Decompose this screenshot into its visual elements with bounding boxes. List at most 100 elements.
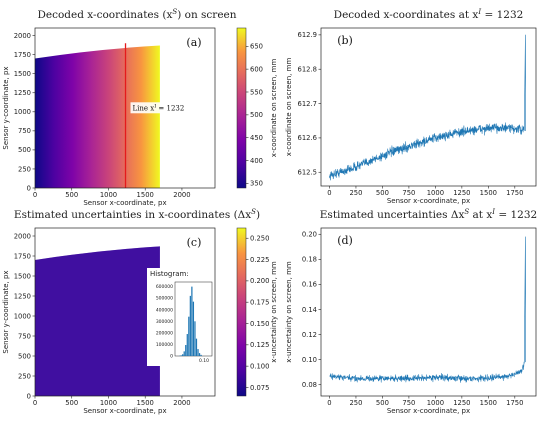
inset-xtick-label: 0.10 — [199, 358, 209, 364]
x-tick-label-d: 1500 — [480, 399, 497, 407]
x-tick-label-d: 0 — [327, 399, 331, 407]
colorbar-tick-label-c: 0.125 — [250, 341, 269, 349]
chart-title-d-part: Estimated uncertainties Δx — [320, 209, 465, 221]
marker-label-box — [130, 102, 183, 114]
inset-ytick-label: 300000 — [156, 319, 173, 325]
y-tick-label-b: 612.9 — [298, 31, 317, 39]
plot-frame-b — [320, 27, 537, 187]
inset-histogram-bar — [182, 354, 184, 356]
inset-ytick-label: 600000 — [156, 284, 173, 290]
series-line-d — [329, 236, 526, 383]
y-tick-label-d: 0.18 — [302, 256, 317, 264]
x-tick-label-c: 1500 — [137, 399, 154, 407]
plot-frame-d — [320, 227, 537, 397]
colorbar-tick-label-a: 350 — [250, 180, 263, 188]
x-axis-label-c: Sensor x-coordinate, px — [83, 407, 166, 415]
chart-title-d-part: S — [464, 208, 469, 216]
inset-histogram-bar — [189, 295, 191, 356]
y-tick-label-d: 0.08 — [302, 381, 317, 389]
chart-title-d-part: at x — [469, 209, 492, 221]
chart-title-b-part: Decoded x-coordinates at x — [334, 9, 479, 21]
x-tick-label-d: 750 — [402, 399, 415, 407]
x-tick-label-c: 500 — [65, 399, 78, 407]
chart-title-a-part: Decoded x-coordinates (x — [37, 9, 172, 21]
chart-title-d-part: I — [491, 208, 495, 216]
y-tick-label-a: 1000 — [14, 108, 31, 116]
y-tick-label-c: 250 — [18, 372, 31, 380]
colorbar-tick-label-a: 500 — [250, 111, 263, 119]
y-tick-label-d: 0.16 — [302, 281, 317, 289]
x-axis-label-d: Sensor x-coordinate, px — [387, 407, 470, 415]
chart-title-a-part: ) on screen — [177, 9, 237, 21]
y-tick-label-a: 2000 — [14, 32, 31, 40]
x-tick-label-b: 0 — [327, 189, 331, 197]
inset-ytick-label: 100000 — [156, 342, 173, 348]
inset-histogram-bar — [192, 301, 195, 356]
inset-histogram-bar — [185, 345, 187, 356]
plot-frame-c — [34, 227, 216, 397]
colorbar-tick-label-c: 0.225 — [250, 256, 269, 264]
x-tick-label-a: 1500 — [137, 191, 154, 199]
x-tick-label-b: 1000 — [427, 189, 444, 197]
inset-histogram-bar — [183, 351, 185, 356]
inset-ytick-label: 500000 — [156, 296, 173, 302]
y-tick-label-c: 0 — [27, 392, 31, 400]
heatmap-region-c — [35, 246, 160, 396]
colorbar-tick-label-c: 0.250 — [250, 235, 269, 243]
y-tick-label-c: 1250 — [14, 292, 31, 300]
chart-title-d-part: = 1232 — [495, 209, 537, 221]
colorbar-tick-label-c: 0.200 — [250, 277, 269, 285]
panel-label-c: (c) — [187, 236, 202, 249]
x-axis-label-a: Sensor x-coordinate, px — [83, 199, 166, 207]
plot-frame-a — [34, 27, 216, 189]
x-tick-label-c: 1000 — [100, 399, 117, 407]
inset-histogram-bar — [188, 316, 190, 356]
y-tick-label-b: 612.7 — [298, 100, 317, 108]
inset-histogram-bar — [200, 354, 202, 356]
colorbar-tick-label-c: 0.175 — [250, 298, 269, 306]
y-tick-label-b: 612.5 — [298, 169, 317, 177]
colorbar-tick-label-a: 550 — [250, 88, 263, 96]
inset-histogram-bar — [180, 355, 182, 356]
marker-label-part: = 1232 — [156, 104, 184, 112]
heatmap-texture-c — [35, 246, 160, 396]
y-tick-label-a: 1500 — [14, 70, 31, 78]
panel-label-a: (a) — [186, 36, 201, 49]
heatmap-region-a — [35, 45, 160, 189]
marker-label-part: Line x — [133, 104, 155, 112]
colorbar-tick-label-a: 600 — [250, 65, 263, 73]
chart-title-b-part: = 1232 — [481, 9, 523, 21]
colorbar-tick-label-a: 450 — [250, 134, 263, 142]
inset-background — [147, 268, 218, 366]
y-axis-label-c: Sensor y-coordinate, px — [2, 270, 10, 353]
x-tick-label-d: 1000 — [427, 399, 444, 407]
x-tick-label-d: 1750 — [506, 399, 523, 407]
x-tick-label-a: 0 — [33, 191, 37, 199]
inset-ytick-label: 200000 — [156, 330, 173, 336]
y-tick-label-d: 0.10 — [302, 356, 317, 364]
colorbar-a — [236, 27, 247, 189]
x-tick-label-a: 500 — [65, 191, 78, 199]
chart-title-c-part: Estimated uncertainties in x-coordinates… — [14, 209, 251, 221]
x-tick-label-d: 500 — [376, 399, 389, 407]
inset-histogram-bar — [194, 321, 196, 356]
x-tick-label-b: 1750 — [506, 189, 523, 197]
colorbar-label-c: x-uncertainty on screen, mm — [270, 261, 278, 363]
chart-title-c-part: ) — [256, 209, 260, 221]
x-tick-label-c: 0 — [33, 399, 37, 407]
y-tick-label-b: 612.8 — [298, 66, 317, 74]
x-tick-label-a: 1000 — [100, 191, 117, 199]
inset-histogram-bar — [198, 353, 201, 356]
x-tick-label-b: 750 — [402, 189, 415, 197]
chart-title-c: Estimated uncertainties in x-coordinates… — [14, 208, 260, 221]
x-tick-label-d: 250 — [349, 399, 362, 407]
chart-title-b-part: I — [477, 8, 481, 16]
x-tick-label-b: 500 — [376, 189, 389, 197]
y-tick-label-d: 0.14 — [302, 306, 317, 314]
inset-histogram-bar — [197, 349, 199, 356]
y-tick-label-a: 0 — [27, 184, 31, 192]
x-tick-label-b: 250 — [349, 189, 362, 197]
chart-title-d: Estimated uncertainties ΔxS at xI = 1232 — [320, 208, 537, 221]
series-line-b — [329, 34, 526, 181]
